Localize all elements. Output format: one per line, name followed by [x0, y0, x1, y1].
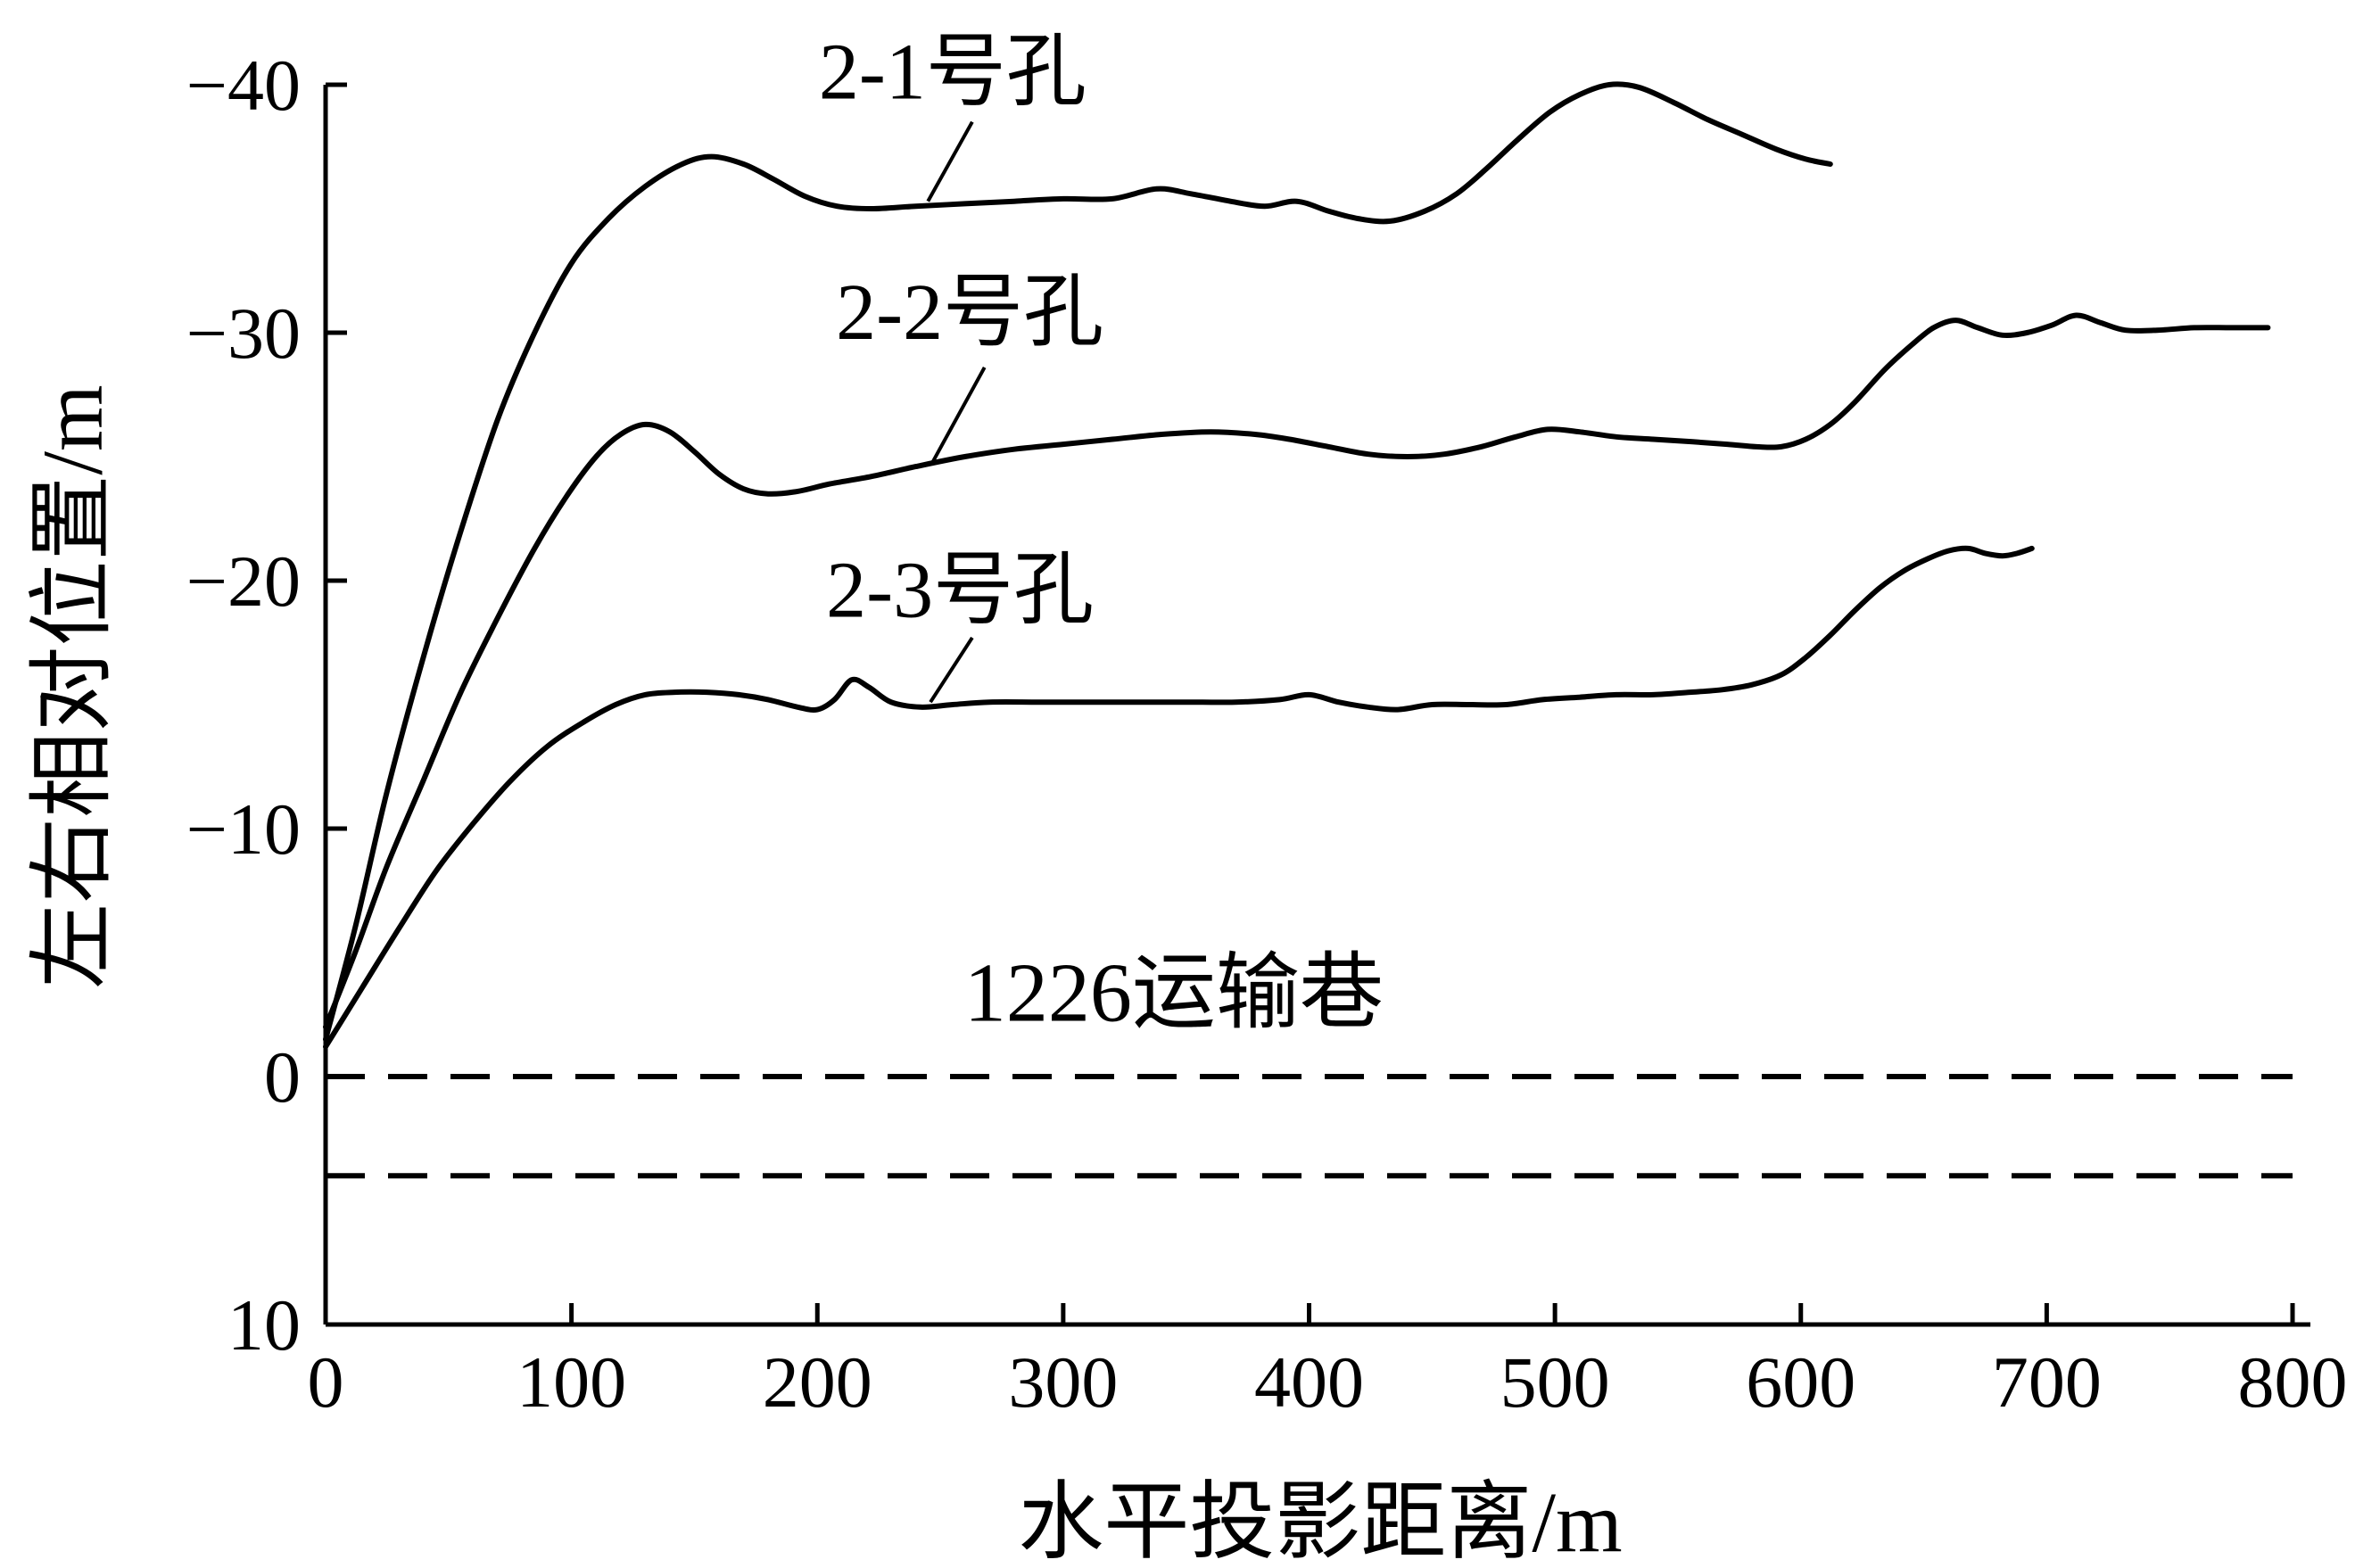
- annotation-leader-2: [929, 636, 974, 704]
- x-tick-label: 200: [763, 1341, 872, 1423]
- annotation-leader-1: [931, 366, 987, 463]
- y-tick-label: −20: [186, 541, 301, 622]
- y-tick-label: −30: [186, 293, 301, 374]
- x-tick-label: 500: [1500, 1341, 1610, 1423]
- x-axis-label: 水平投影距离/m: [1018, 1474, 1623, 1568]
- x-tick-label: 100: [516, 1341, 626, 1423]
- y-axis-label: 左右相对位置/m: [24, 384, 120, 989]
- x-tick-label: 400: [1254, 1341, 1364, 1423]
- x-tick-label: 700: [1992, 1341, 2102, 1423]
- x-tick-label: 0: [308, 1341, 344, 1423]
- annotation-label-2: 2-3号孔: [826, 546, 1094, 634]
- annotation-label-3: 1226运输巷: [964, 946, 1384, 1039]
- y-tick-label: −10: [186, 788, 301, 870]
- y-tick-label: 10: [227, 1284, 301, 1366]
- annotation-label-1: 2-2号孔: [836, 268, 1103, 357]
- x-tick-label: 600: [1746, 1341, 1855, 1423]
- annotation-leader-0: [926, 120, 974, 202]
- series-2-3: [323, 545, 2035, 1050]
- series-2-1: [323, 81, 1833, 1043]
- y-tick-label: 0: [264, 1036, 301, 1118]
- annotation-label-0: 2-1号孔: [819, 28, 1087, 116]
- series-2-2: [323, 312, 2271, 1030]
- x-tick-label: 300: [1008, 1341, 1118, 1423]
- x-tick-label: 800: [2238, 1341, 2348, 1423]
- y-tick-label: −40: [186, 45, 301, 126]
